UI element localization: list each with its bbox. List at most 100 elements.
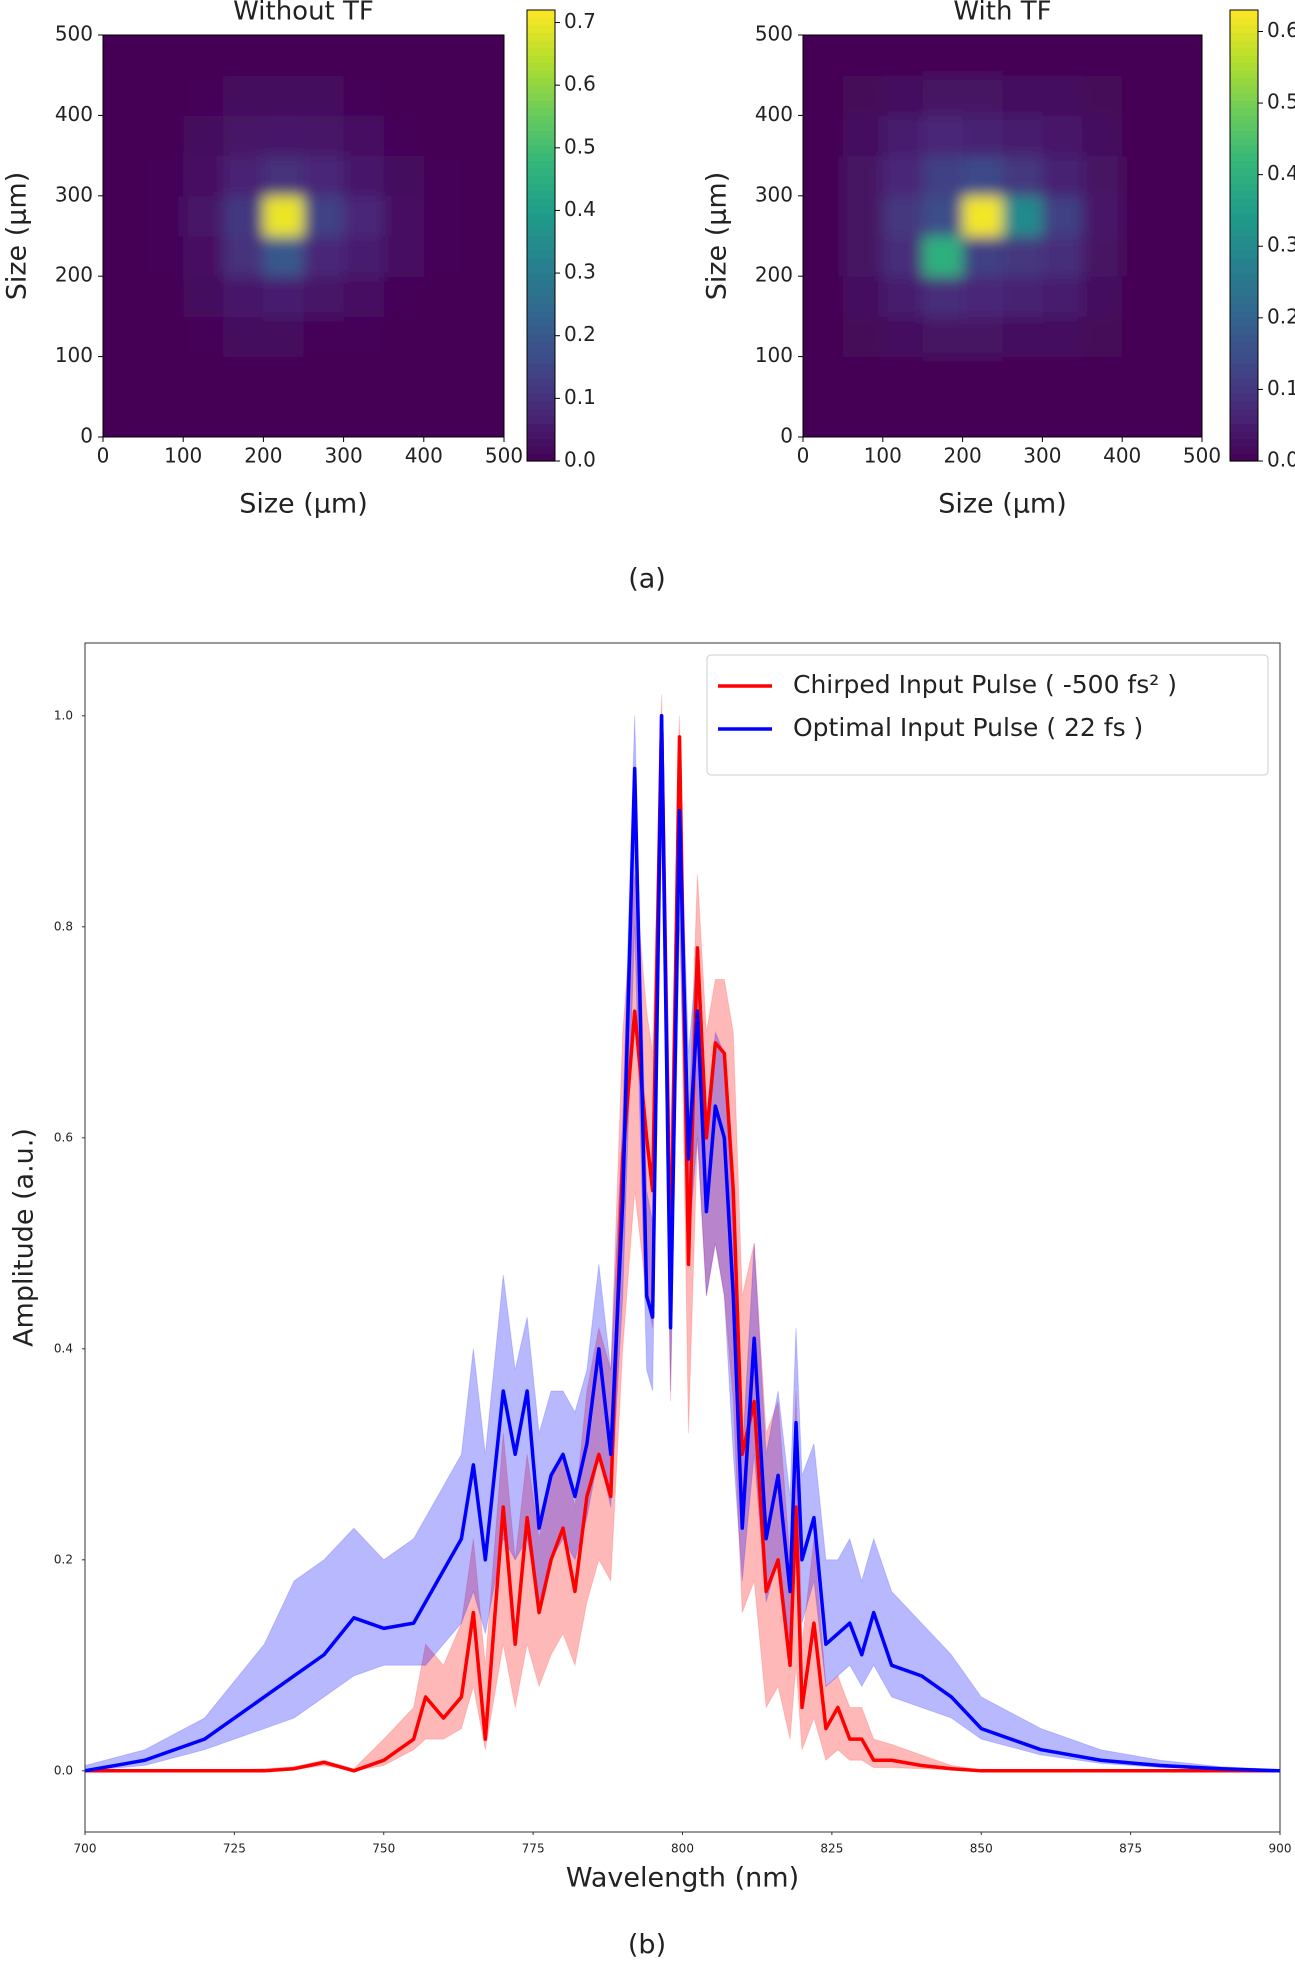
colorbar-tick-label: 0.6 [1267,18,1295,42]
heatmap-cell [103,115,144,157]
colorbar-step [527,280,555,289]
colorbar-step [1230,363,1258,372]
colorbar-step [527,205,555,214]
heatmap-cell [143,316,184,358]
colorbar-step [1230,92,1258,101]
heatmap-cell [842,356,884,398]
heatmap-cell [103,35,144,76]
x-axis-label: Size (μm) [239,489,368,520]
colorbar-step [527,408,555,417]
colorbar-step [1230,273,1258,282]
heatmap-cells [803,35,1202,437]
y-tick-label: 0.2 [54,1552,73,1566]
heatmap-cell [1162,35,1202,76]
heatmap-cell [263,35,304,76]
heatmap-cell [423,276,465,317]
heatmap-cell [183,115,224,157]
x-tick-label: 300 [325,444,363,468]
heatmap-cell [1082,75,1123,116]
colorbar-step [527,243,555,252]
colorbar-step [1230,100,1258,109]
heatmap-cell [383,356,425,398]
colorbar-step [1230,62,1258,71]
heatmap-cell [223,155,264,197]
heatmap-cell [383,396,425,437]
heatmap-cell [803,236,844,277]
plot-area [85,694,1280,1773]
heatmap-cell [962,356,1003,398]
heatmap-cell [922,115,964,157]
heatmap-cell [463,356,504,398]
colorbar-step [1230,370,1258,379]
colorbar-step [1230,10,1258,19]
colorbar-step [527,115,555,124]
x-tick-label: 200 [944,444,982,468]
heatmap-image [803,35,1202,437]
y-tick-label: 1.0 [54,708,73,722]
heatmap-cell [223,195,264,237]
y-tick-label: 0.0 [54,1763,73,1777]
heatmap-cell [303,236,345,277]
heatmap-cell [1122,155,1163,197]
heatmap-cell [1082,155,1123,197]
heatmap-cell [1162,276,1202,317]
colorbar-step [1230,400,1258,409]
colorbar-tick-label: 0.0 [564,448,596,472]
colorbar-step [1230,160,1258,169]
colorbar-step [1230,40,1258,49]
y-tick-label: 0.4 [54,1341,73,1355]
heatmap-cell [1122,35,1163,76]
heatmap-cell [423,236,465,277]
y-tick-label: 100 [55,343,93,367]
heatmap-cell [223,236,264,277]
x-tick-label: 700 [74,1842,97,1856]
heatmap-cell [803,115,844,157]
colorbar-step [527,220,555,229]
colorbar-step [527,32,555,41]
y-tick-label: 0.8 [54,919,73,933]
heatmap-cell [383,35,425,76]
heatmap-cell [183,195,224,237]
colorbar-step [527,258,555,267]
heatmap-cell [263,316,304,358]
heatmap-cell [962,75,1003,116]
colorbar-step [527,85,555,94]
colorbar-step [527,348,555,357]
x-tick-label: 0 [797,444,810,468]
heatmap-cell [383,236,425,277]
heatmap-cell [1122,195,1163,237]
colorbar-step [527,197,555,207]
heatmap-cell [1162,236,1202,277]
heatmap-cell [922,276,964,317]
colorbar-step [527,340,555,349]
heatmap-cell [882,316,924,358]
heatmap-cell [183,35,224,76]
heatmap-cell [922,35,964,76]
colorbar-step [1230,355,1258,364]
colorbar-step [527,212,555,222]
colorbar-step [1230,430,1258,440]
colorbar-step [1230,212,1258,222]
heatmap-cell [1042,356,1083,398]
heatmap-cell [882,115,924,157]
colorbar-step [527,160,555,169]
heatmap-cell [303,195,345,237]
heatmap-cell [1162,75,1202,116]
colorbar-step [1230,25,1258,34]
colorbar-step [1230,385,1258,394]
heatmap-cell [962,195,1003,237]
heatmap-cell [922,396,964,437]
colorbar-step [527,415,555,425]
colorbar-step [1230,235,1258,244]
colorbar-step [527,318,555,327]
heatmap-cell [1042,236,1083,277]
colorbar-step [1230,205,1258,214]
heatmap-cell [882,236,924,277]
colorbar-step [527,363,555,372]
colorbar-step [1230,227,1258,237]
heatmap-cell [143,35,184,76]
colorbar-step [527,77,555,86]
colorbar-step [1230,32,1258,41]
heatmap-cell [842,75,884,116]
